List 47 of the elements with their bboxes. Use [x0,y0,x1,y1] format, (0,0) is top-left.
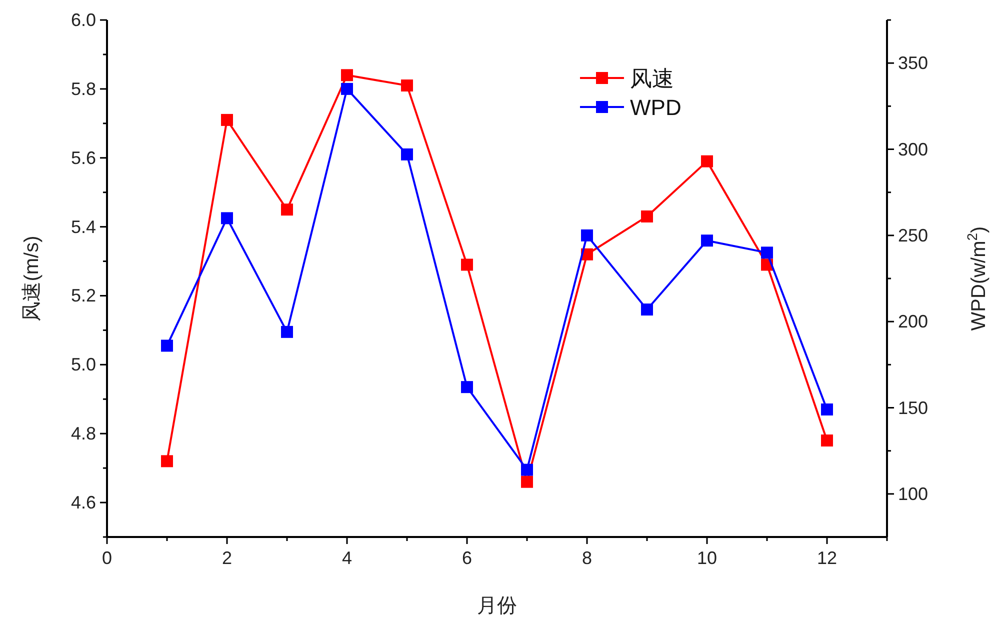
x-axis-title: 月份 [477,595,517,617]
y-tick-label: 5.4 [70,216,96,237]
point [701,155,713,168]
point [401,79,413,92]
point [521,464,533,476]
point [821,434,833,446]
point [221,212,233,224]
point [281,326,293,338]
y2-tick-label: 300 [898,139,928,160]
y-tick-label: 5.6 [70,148,96,168]
y-tick-label: 4.8 [70,424,96,444]
y-tick-label: 5.2 [70,286,96,306]
point [521,476,533,488]
y-tick-label: 6.0 [70,10,96,30]
y-axis-title: 风速(m/s) [21,236,43,322]
point [461,381,473,394]
point [281,204,293,216]
x-tick-label: 6 [462,548,472,568]
y-tick-label: 5.8 [70,78,96,99]
point [341,82,353,95]
y2-tick-label: 150 [898,398,928,418]
legend-label: 风速 [630,66,674,91]
x-tick-label: 2 [222,548,232,568]
x-tick-label: 8 [582,548,592,568]
point [641,210,653,222]
y-tick-label: 5.0 [70,354,96,375]
x-tick-label: 0 [102,548,112,568]
point [461,258,473,271]
x-tick-label: 12 [816,548,838,568]
point [701,234,713,247]
y2-tick-label: 250 [898,225,928,246]
point [161,455,173,468]
point [821,403,833,416]
y2-tick-label: 100 [898,484,928,504]
y-tick-label: 4.6 [70,492,96,513]
point [221,114,233,126]
y2-tick-label: 350 [898,53,928,74]
y2-tick-label: 200 [898,312,928,332]
x-tick-label: 10 [696,548,718,568]
point [161,340,173,352]
x-tick-label: 4 [342,548,352,568]
legend-label: WPD [630,95,682,120]
point [581,229,593,242]
point [761,246,773,259]
point [641,304,653,316]
point [341,69,353,82]
point [401,148,413,160]
